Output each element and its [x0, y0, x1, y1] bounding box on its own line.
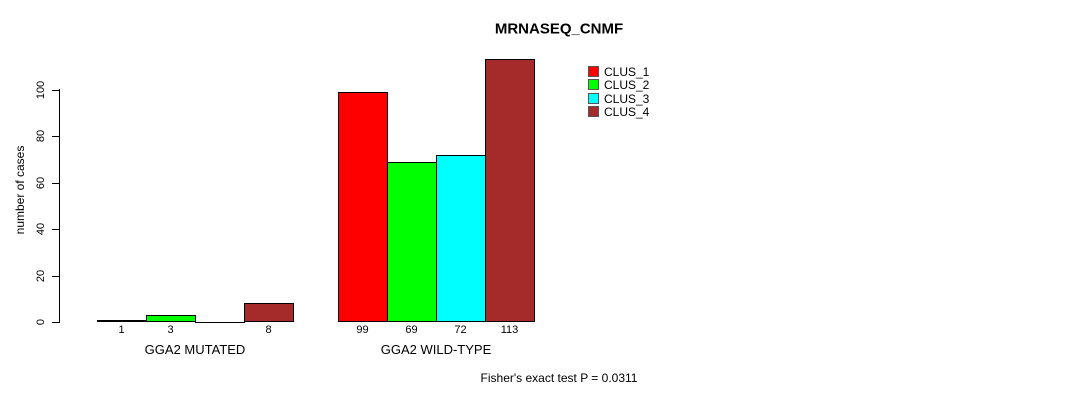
bar-clus_3-group2 [436, 154, 486, 322]
chart-title: MRNASEQ_CNMF [494, 20, 624, 38]
bar-value-label: 69 [405, 324, 418, 336]
y-tick-mark [52, 275, 59, 277]
y-tick-label: 60 [35, 176, 47, 189]
bar-value-label: 3 [167, 324, 174, 336]
legend-label-clus_4: CLUS_4 [604, 104, 650, 119]
bar-value-label: 8 [265, 324, 272, 336]
bar-clus_3-group1-zero [195, 322, 245, 323]
bar-clus_2-group2 [387, 161, 437, 322]
y-tick-label: 20 [35, 269, 47, 282]
y-axis-line [59, 89, 60, 323]
y-tick-mark [52, 229, 59, 230]
bar-value-label: 113 [500, 324, 519, 336]
group-label-2: GGA2 WILD-TYPE [380, 342, 492, 357]
legend-swatch-clus_1 [588, 66, 599, 77]
bar-clus_4-group1 [244, 303, 294, 322]
bar-value-label: 99 [356, 324, 369, 336]
legend-label-clus_1: CLUS_1 [604, 65, 650, 79]
y-tick-label: 0 [35, 318, 47, 326]
y-tick-mark [52, 89, 59, 91]
legend-swatch-clus_3 [588, 92, 599, 104]
annotation-text: Fisher's exact test P = 0.0311 [480, 371, 638, 385]
bar-clus_1-group1 [97, 319, 147, 322]
y-tick-mark [52, 322, 59, 323]
bar-clus_2-group1 [146, 315, 196, 322]
y-tick-mark [52, 182, 59, 184]
y-tick-mark [52, 136, 59, 137]
bar-clus_4-group2 [485, 59, 535, 322]
bar-value-label: 1 [118, 324, 125, 336]
y-tick-label: 40 [35, 222, 47, 236]
y-tick-label: 80 [35, 129, 47, 143]
y-axis-title: number of cases [13, 145, 27, 235]
legend-swatch-clus_4 [588, 105, 599, 117]
legend-label-clus_2: CLUS_2 [604, 78, 650, 93]
legend-label-clus_3: CLUS_3 [604, 91, 650, 106]
bar-clus_1-group2 [338, 91, 388, 322]
group-label-1: GGA2 MUTATED [144, 342, 246, 357]
y-tick-label: 100 [35, 80, 47, 99]
bar-value-label: 72 [454, 324, 467, 336]
legend-swatch-clus_2 [588, 79, 599, 91]
